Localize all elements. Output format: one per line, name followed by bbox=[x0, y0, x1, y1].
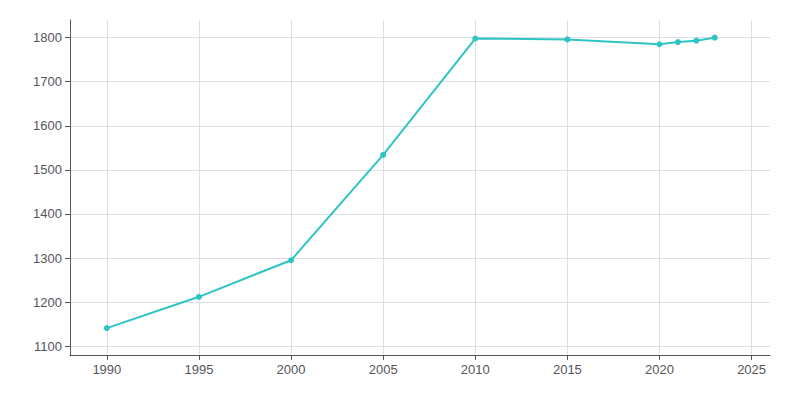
svg-text:2020: 2020 bbox=[645, 362, 674, 377]
svg-text:1700: 1700 bbox=[33, 74, 62, 89]
svg-text:1600: 1600 bbox=[33, 118, 62, 133]
svg-text:1990: 1990 bbox=[92, 362, 121, 377]
svg-text:1200: 1200 bbox=[33, 295, 62, 310]
svg-text:2010: 2010 bbox=[461, 362, 490, 377]
svg-text:1100: 1100 bbox=[34, 339, 62, 354]
svg-text:1400: 1400 bbox=[33, 206, 62, 221]
svg-text:2000: 2000 bbox=[277, 362, 306, 377]
svg-text:1800: 1800 bbox=[33, 30, 62, 45]
svg-text:2025: 2025 bbox=[737, 362, 766, 377]
svg-text:1995: 1995 bbox=[184, 362, 213, 377]
svg-text:2005: 2005 bbox=[369, 362, 398, 377]
svg-text:1500: 1500 bbox=[33, 162, 62, 177]
svg-text:2015: 2015 bbox=[553, 362, 582, 377]
svg-text:1300: 1300 bbox=[33, 251, 62, 266]
